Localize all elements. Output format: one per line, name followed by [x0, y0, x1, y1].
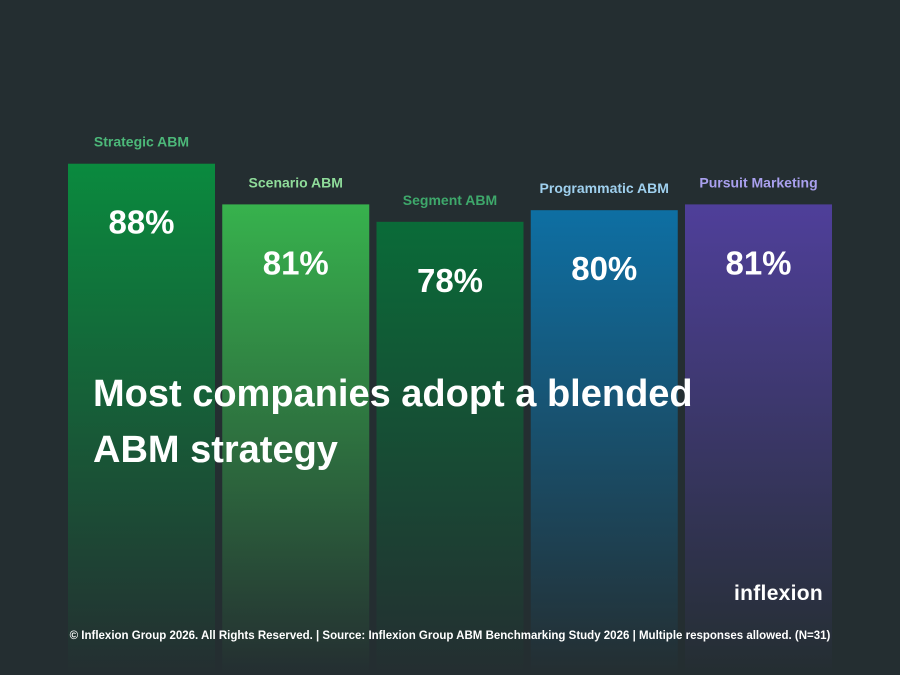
bar-value-label-3: 80% — [571, 250, 637, 287]
bar-category-label-2: Segment ABM — [403, 192, 497, 208]
bar-value-label-1: 81% — [263, 244, 329, 281]
bar-4 — [685, 204, 832, 675]
bar-value-label-0: 88% — [108, 204, 174, 241]
bar-0 — [68, 163, 215, 675]
bar-category-label-3: Programmatic ABM — [540, 180, 669, 196]
bar-2 — [376, 221, 524, 675]
bar-category-label-1: Scenario ABM — [249, 174, 343, 190]
brand-logo: inflexion — [734, 582, 824, 605]
headline: Most companies adopt a blended ABM strat… — [93, 373, 693, 471]
bar-category-label-0: Strategic ABM — [94, 134, 189, 150]
bar-category-label-4: Pursuit Marketing — [699, 174, 817, 190]
bar-value-label-2: 78% — [417, 262, 483, 299]
footer-source-note: © Inflexion Group 2026. All Rights Reser… — [69, 630, 831, 642]
bars-group: Strategic ABM 88% Scenario ABM 81% Segment A… — [68, 134, 832, 675]
bar-3 — [530, 210, 678, 675]
bar-1 — [222, 204, 370, 675]
bar-value-label-4: 81% — [725, 244, 791, 281]
